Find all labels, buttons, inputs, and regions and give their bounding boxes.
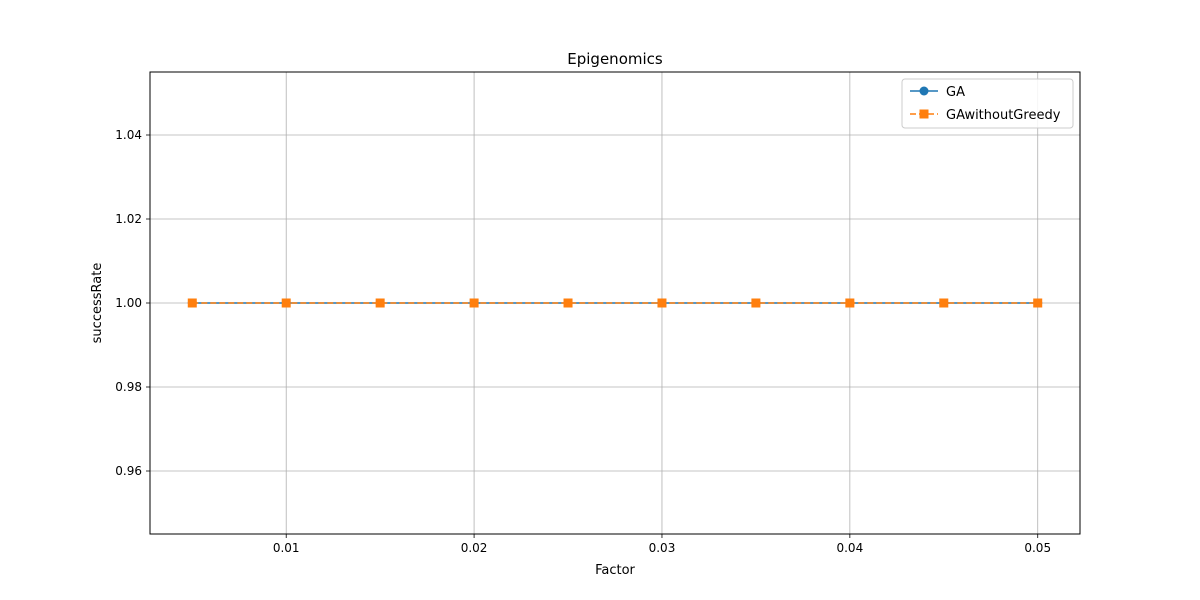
y-axis: 0.96 0.98 1.00 1.02 1.04 [115, 128, 150, 478]
data-point-gawithoutgreedy [187, 298, 197, 308]
x-axis: 0.01 0.02 0.03 0.04 0.05 [273, 534, 1051, 555]
data-point-gawithoutgreedy [1033, 298, 1043, 308]
data-point-gawithoutgreedy [751, 298, 761, 308]
data-point-gawithoutgreedy [281, 298, 291, 308]
legend-marker-ga [919, 86, 929, 96]
y-tick-label: 0.98 [115, 380, 142, 394]
legend-box [901, 78, 1074, 129]
y-tick-label: 1.00 [115, 296, 142, 310]
x-tick-label: 0.02 [461, 541, 488, 555]
y-axis-label: successRate [90, 263, 105, 344]
y-tick-label: 1.02 [115, 212, 142, 226]
data-point-gawithoutgreedy [657, 298, 667, 308]
data-point-gawithoutgreedy [469, 298, 479, 308]
data-point-gawithoutgreedy [845, 298, 855, 308]
series-layer [187, 298, 1043, 308]
data-point-gawithoutgreedy [939, 298, 949, 308]
y-tick-label: 1.04 [115, 128, 142, 142]
legend-label-gawithoutgreedy: GAwithoutGreedy [946, 108, 1061, 123]
x-axis-label: Factor [595, 563, 635, 578]
legend-label-ga: GA [946, 85, 965, 100]
y-tick-label: 0.96 [115, 464, 142, 478]
x-tick-label: 0.03 [649, 541, 676, 555]
legend: GA GAwithoutGreedy [901, 78, 1074, 129]
x-tick-label: 0.05 [1024, 541, 1051, 555]
x-tick-label: 0.04 [836, 541, 863, 555]
legend-marker-gawithoutgreedy [919, 109, 929, 119]
data-point-gawithoutgreedy [563, 298, 573, 308]
chart-title: Epigenomics [567, 50, 663, 68]
data-point-gawithoutgreedy [375, 298, 385, 308]
x-tick-label: 0.01 [273, 541, 300, 555]
